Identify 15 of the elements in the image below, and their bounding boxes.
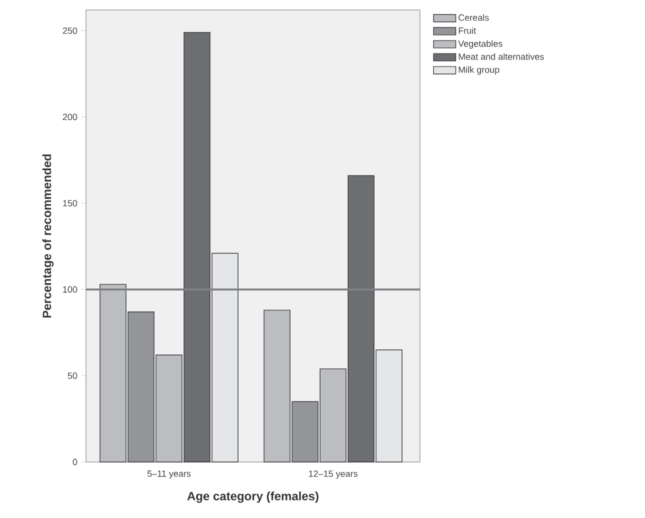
y-axis-title: Percentage of recommended [42, 154, 54, 318]
legend-label: Milk group [458, 66, 500, 75]
y-tick-label: 250 [62, 28, 78, 34]
legend-label: Cereals [458, 14, 489, 21]
legend-label: Meat and alternatives [458, 53, 544, 60]
y-tick-label: 50 [68, 372, 78, 379]
legend-label: Vegetables [458, 40, 502, 49]
x-tick-label: 5–11 years [147, 470, 191, 479]
y-tick-label: 150 [63, 200, 78, 206]
y-tick-label: 0 [72, 458, 78, 466]
y-tick-label: 200 [62, 114, 78, 120]
x-axis-title: Age category (females) [187, 492, 318, 503]
x-tick-label: 12–15 years [308, 470, 358, 479]
legend-label: Fruit [458, 27, 476, 34]
y-tick-label: 100 [63, 286, 78, 293]
